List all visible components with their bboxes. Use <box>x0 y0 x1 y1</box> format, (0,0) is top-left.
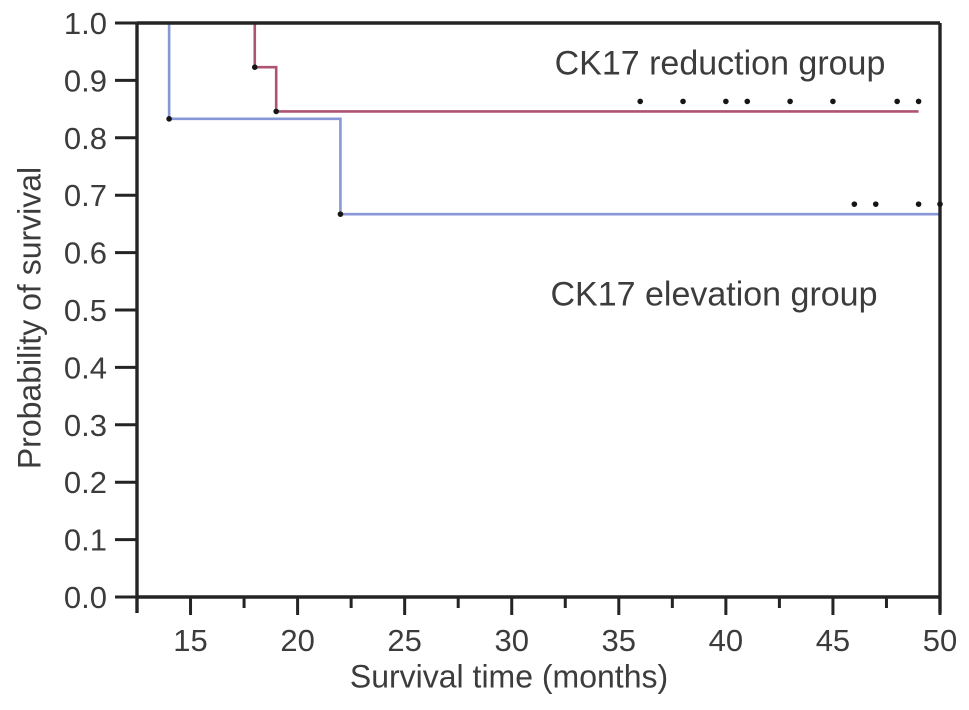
censor-mark-reduction <box>680 98 686 105</box>
censor-mark-reduction <box>830 98 836 105</box>
x-tick-label: 30 <box>494 623 528 658</box>
censor-mark-reduction <box>723 98 729 105</box>
censor-mark-elevation <box>872 201 879 207</box>
y-tick-label: 1.0 <box>64 6 107 41</box>
series-label-elevation-group: CK17 elevation group <box>550 275 878 314</box>
y-tick-label: 0.6 <box>64 236 107 271</box>
event-marker-elevation <box>166 116 172 122</box>
y-tick-label: 0.5 <box>64 293 107 328</box>
x-tick-label: 15 <box>173 623 207 658</box>
censor-mark-reduction <box>915 98 922 105</box>
censor-mark-elevation <box>851 201 858 207</box>
x-tick-label: 25 <box>387 623 421 658</box>
x-tick-label: 50 <box>923 623 957 658</box>
y-tick-label: 0.4 <box>64 350 107 385</box>
y-tick-label: 0.7 <box>64 178 107 213</box>
censor-mark-elevation <box>937 201 943 207</box>
x-tick-label: 45 <box>816 623 850 658</box>
censor-mark-reduction <box>637 98 644 105</box>
y-tick-label: 0.3 <box>64 408 107 443</box>
x-axis-title: Survival time (months) <box>349 658 669 695</box>
censor-mark-reduction <box>787 98 793 105</box>
event-marker-elevation <box>337 211 344 217</box>
y-tick-label: 0.8 <box>64 121 107 156</box>
y-tick-label: 0.2 <box>64 465 107 500</box>
series-label-reduction-group: CK17 reduction group <box>554 44 886 83</box>
censor-mark-reduction <box>744 98 751 105</box>
y-tick-label: 0.0 <box>64 580 107 615</box>
y-tick-label: 0.1 <box>64 523 107 558</box>
censor-mark-elevation <box>915 201 922 207</box>
event-marker-reduction <box>273 108 279 115</box>
y-tick-label: 0.9 <box>64 63 107 98</box>
x-tick-label: 40 <box>709 623 743 658</box>
censor-mark-reduction <box>894 98 900 105</box>
x-tick-label: 35 <box>602 623 636 658</box>
x-tick-label: 20 <box>280 623 314 658</box>
event-marker-reduction <box>251 64 258 70</box>
y-axis-title: Probability of survival <box>11 166 48 470</box>
